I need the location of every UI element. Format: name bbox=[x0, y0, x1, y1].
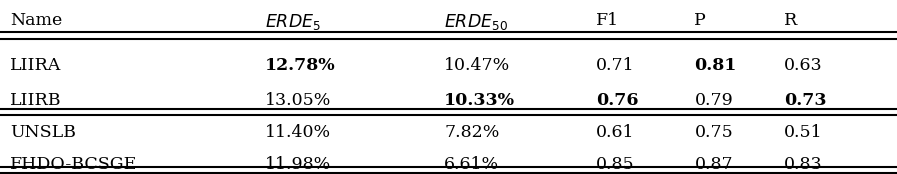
Text: LIIRB: LIIRB bbox=[11, 92, 62, 109]
Text: 12.78%: 12.78% bbox=[266, 57, 335, 74]
Text: 0.76: 0.76 bbox=[596, 92, 639, 109]
Text: 0.83: 0.83 bbox=[784, 156, 823, 173]
Text: $ERDE_{50}$: $ERDE_{50}$ bbox=[444, 12, 508, 32]
Text: 0.79: 0.79 bbox=[694, 92, 733, 109]
Text: 10.47%: 10.47% bbox=[444, 57, 510, 74]
Text: 11.98%: 11.98% bbox=[266, 156, 331, 173]
Text: UNSLB: UNSLB bbox=[11, 124, 76, 141]
Text: $ERDE_{5}$: $ERDE_{5}$ bbox=[266, 12, 321, 32]
Text: F1: F1 bbox=[596, 12, 619, 29]
Text: Name: Name bbox=[11, 12, 63, 29]
Text: P: P bbox=[694, 12, 706, 29]
Text: 0.85: 0.85 bbox=[596, 156, 635, 173]
Text: FHDO-BCSGE: FHDO-BCSGE bbox=[11, 156, 138, 173]
Text: 10.33%: 10.33% bbox=[444, 92, 515, 109]
Text: 0.63: 0.63 bbox=[784, 57, 823, 74]
Text: 7.82%: 7.82% bbox=[444, 124, 500, 141]
Text: 11.40%: 11.40% bbox=[266, 124, 331, 141]
Text: 0.61: 0.61 bbox=[596, 124, 634, 141]
Text: 13.05%: 13.05% bbox=[266, 92, 332, 109]
Text: LIIRA: LIIRA bbox=[11, 57, 62, 74]
Text: 0.71: 0.71 bbox=[596, 57, 635, 74]
Text: 0.87: 0.87 bbox=[694, 156, 733, 173]
Text: 0.51: 0.51 bbox=[784, 124, 823, 141]
Text: 0.81: 0.81 bbox=[694, 57, 736, 74]
Text: 0.73: 0.73 bbox=[784, 92, 826, 109]
Text: R: R bbox=[784, 12, 797, 29]
Text: 0.75: 0.75 bbox=[694, 124, 733, 141]
Text: 6.61%: 6.61% bbox=[444, 156, 499, 173]
